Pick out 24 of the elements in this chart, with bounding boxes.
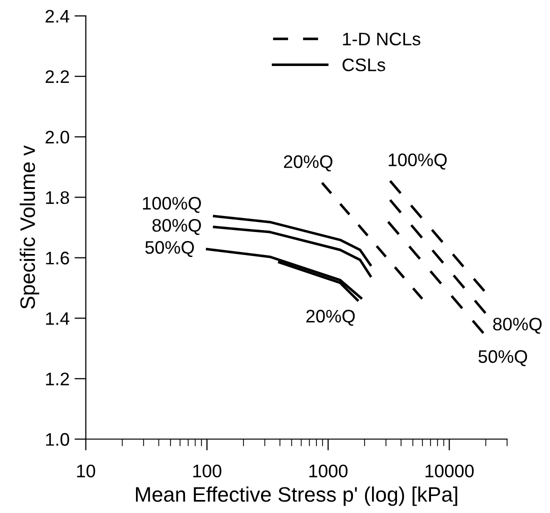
y-tick-label: 1.8 — [46, 191, 70, 204]
x-tick-label: 100 — [193, 464, 222, 478]
y-tick-label: 2.0 — [46, 130, 70, 144]
y-tick-label: 1.2 — [46, 372, 69, 386]
annotation: 50%Q — [145, 241, 194, 258]
x-tick-label: 1000 — [309, 464, 348, 478]
annotation: 20%Q — [306, 310, 355, 326]
y-tick-label: 2.4 — [46, 10, 70, 22]
legend-label: CSLs — [342, 58, 386, 72]
x-tick-label: 10 — [77, 464, 96, 478]
y-tick-label: 2.2 — [46, 70, 69, 83]
x-axis-title: Mean Effective Stress p' (log) [kPa] — [136, 486, 458, 506]
y-tick-label: 1.6 — [46, 252, 70, 264]
x-tick-label: 10000 — [426, 464, 474, 478]
annotation: 100%Q — [388, 153, 447, 170]
annotation: 80%Q — [152, 218, 201, 235]
y-axis-title: Specific Volume v — [20, 145, 40, 309]
annotation: 50%Q — [478, 350, 528, 366]
y-tick-label: 1.4 — [46, 312, 70, 325]
annotation: 80%Q — [493, 318, 542, 334]
legend-label: 1-D NCLs — [343, 32, 420, 46]
annotation: 20%Q — [284, 155, 332, 172]
annotation: 100%Q — [142, 196, 201, 213]
y-tick-label: 1.0 — [46, 433, 70, 446]
